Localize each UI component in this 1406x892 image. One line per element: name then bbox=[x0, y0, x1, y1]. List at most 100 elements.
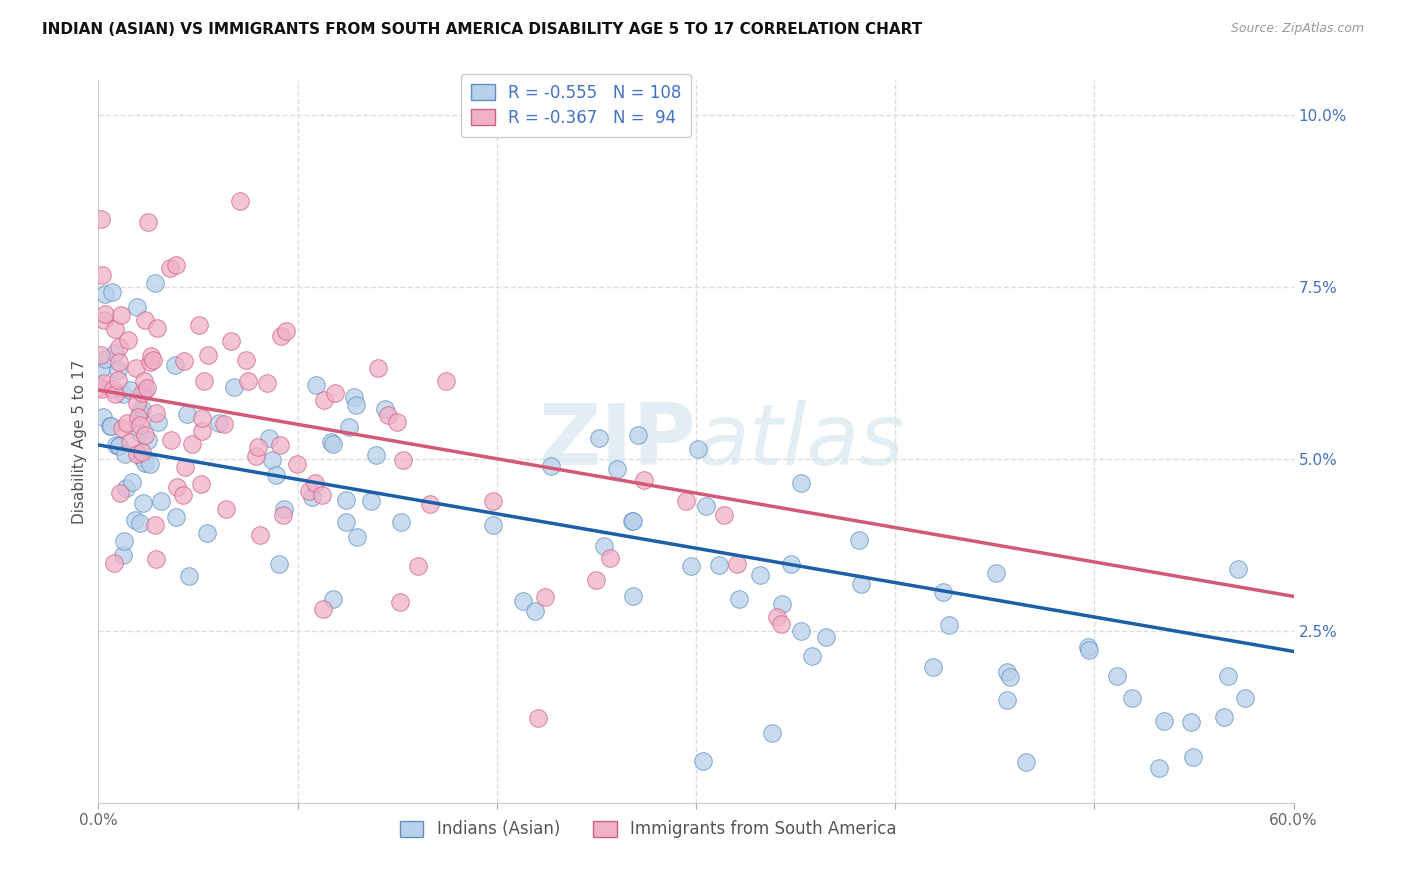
Point bbox=[111, 421, 134, 435]
Point bbox=[136, 215, 159, 229]
Point bbox=[526, 711, 548, 725]
Point bbox=[633, 473, 655, 487]
Point bbox=[103, 556, 125, 570]
Point bbox=[90, 362, 112, 376]
Point bbox=[377, 408, 399, 422]
Point bbox=[131, 445, 153, 459]
Point bbox=[115, 481, 138, 495]
Point bbox=[145, 321, 167, 335]
Point bbox=[998, 670, 1021, 684]
Point bbox=[249, 527, 271, 541]
Point bbox=[343, 390, 366, 404]
Point bbox=[585, 573, 607, 587]
Point bbox=[104, 321, 127, 335]
Y-axis label: Disability Age 5 to 17: Disability Age 5 to 17 bbox=[72, 359, 87, 524]
Point bbox=[91, 268, 114, 282]
Point bbox=[112, 533, 135, 548]
Point bbox=[675, 494, 697, 508]
Point bbox=[191, 424, 214, 438]
Point bbox=[172, 488, 194, 502]
Point bbox=[129, 516, 152, 530]
Point bbox=[815, 630, 838, 644]
Point bbox=[125, 447, 148, 461]
Point bbox=[769, 616, 792, 631]
Point bbox=[212, 417, 235, 432]
Point bbox=[406, 558, 429, 573]
Point bbox=[94, 352, 117, 367]
Point bbox=[995, 693, 1018, 707]
Point bbox=[932, 585, 955, 599]
Point bbox=[246, 440, 269, 454]
Point bbox=[1153, 714, 1175, 728]
Point bbox=[127, 410, 149, 425]
Point bbox=[593, 539, 616, 553]
Point bbox=[165, 358, 187, 372]
Point bbox=[197, 526, 219, 541]
Point bbox=[1212, 710, 1234, 724]
Point bbox=[1105, 669, 1128, 683]
Point bbox=[534, 590, 557, 604]
Point bbox=[215, 502, 238, 516]
Point bbox=[1147, 761, 1170, 775]
Point bbox=[110, 486, 132, 500]
Point bbox=[181, 437, 204, 451]
Point bbox=[139, 355, 162, 369]
Point bbox=[121, 475, 143, 489]
Point bbox=[285, 457, 308, 471]
Point bbox=[1234, 691, 1257, 706]
Point bbox=[298, 483, 321, 498]
Point bbox=[269, 438, 291, 452]
Point bbox=[267, 557, 290, 571]
Point bbox=[187, 318, 209, 332]
Point bbox=[305, 377, 328, 392]
Point bbox=[94, 287, 117, 301]
Point bbox=[335, 493, 357, 508]
Point bbox=[938, 618, 960, 632]
Point bbox=[127, 396, 149, 410]
Point bbox=[434, 374, 457, 388]
Point bbox=[98, 419, 121, 434]
Point bbox=[165, 258, 187, 272]
Point bbox=[606, 462, 628, 476]
Point bbox=[107, 373, 129, 387]
Point bbox=[131, 450, 153, 465]
Point bbox=[90, 348, 112, 362]
Point bbox=[419, 497, 441, 511]
Legend: Indians (Asian), Immigrants from South America: Indians (Asian), Immigrants from South A… bbox=[394, 814, 903, 845]
Point bbox=[273, 501, 295, 516]
Point bbox=[780, 557, 803, 571]
Point bbox=[688, 442, 710, 456]
Point bbox=[145, 551, 167, 566]
Point bbox=[236, 374, 259, 388]
Point bbox=[131, 386, 153, 401]
Point bbox=[108, 439, 131, 453]
Point bbox=[142, 353, 165, 368]
Point bbox=[321, 434, 343, 449]
Point bbox=[713, 508, 735, 523]
Point bbox=[91, 409, 114, 424]
Point bbox=[219, 334, 242, 348]
Point bbox=[132, 374, 155, 388]
Point bbox=[89, 380, 111, 394]
Point bbox=[190, 476, 212, 491]
Point bbox=[627, 428, 650, 442]
Point bbox=[770, 597, 793, 611]
Point bbox=[588, 431, 610, 445]
Point bbox=[761, 726, 783, 740]
Point bbox=[128, 417, 150, 432]
Point bbox=[191, 411, 214, 425]
Point bbox=[174, 459, 197, 474]
Point bbox=[115, 417, 138, 431]
Point bbox=[94, 308, 117, 322]
Point bbox=[100, 419, 122, 434]
Point bbox=[145, 406, 167, 420]
Point bbox=[304, 475, 326, 490]
Point bbox=[388, 595, 411, 609]
Point bbox=[93, 376, 115, 390]
Point bbox=[311, 488, 333, 502]
Point bbox=[301, 490, 323, 504]
Point bbox=[337, 420, 360, 434]
Point bbox=[118, 435, 141, 450]
Point bbox=[114, 447, 136, 461]
Text: atlas: atlas bbox=[696, 400, 904, 483]
